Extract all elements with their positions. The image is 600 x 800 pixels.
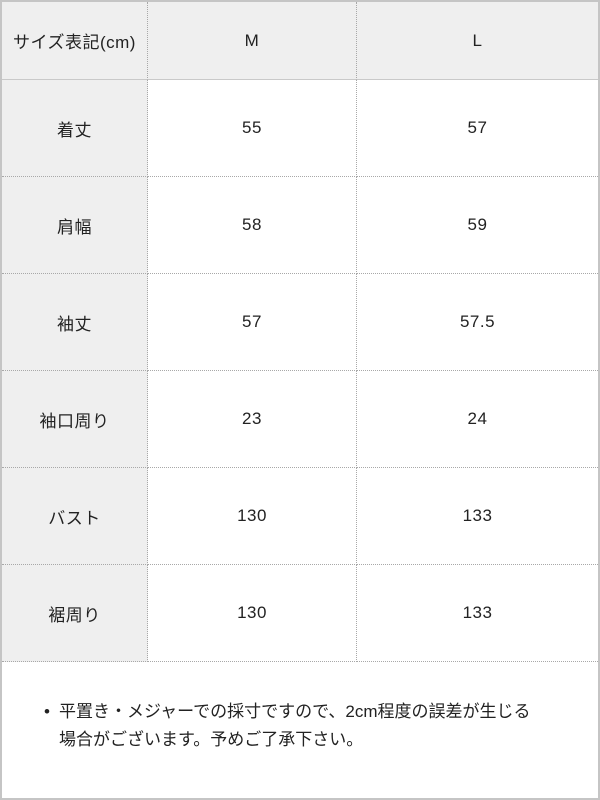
measurement-note: • 平置き・メジャーでの採寸ですので、2cm程度の誤差が生じる場合がございます。… bbox=[2, 662, 598, 798]
cell-value-m: 55 bbox=[148, 80, 357, 177]
cell-value-m: 130 bbox=[148, 565, 357, 662]
row-label: 袖口周り bbox=[2, 371, 148, 468]
row-label: 着丈 bbox=[2, 80, 148, 177]
header-col-m: M bbox=[148, 2, 357, 80]
cell-value-m: 58 bbox=[148, 177, 357, 274]
cell-value-l: 133 bbox=[357, 565, 598, 662]
row-label: 裾周り bbox=[2, 565, 148, 662]
header-size-label: サイズ表記(cm) bbox=[2, 2, 148, 80]
cell-value-m: 57 bbox=[148, 274, 357, 371]
cell-value-l: 57.5 bbox=[357, 274, 598, 371]
row-label: 肩幅 bbox=[2, 177, 148, 274]
row-label: バスト bbox=[2, 468, 148, 565]
measurement-note-text: 平置き・メジャーでの採寸ですので、2cm程度の誤差が生じる場合がございます。予め… bbox=[58, 702, 531, 749]
cell-value-m: 130 bbox=[148, 468, 357, 565]
cell-value-l: 133 bbox=[357, 468, 598, 565]
header-col-l: L bbox=[357, 2, 598, 80]
cell-value-l: 59 bbox=[357, 177, 598, 274]
row-label: 袖丈 bbox=[2, 274, 148, 371]
cell-value-m: 23 bbox=[148, 371, 357, 468]
cell-value-l: 24 bbox=[357, 371, 598, 468]
cell-value-l: 57 bbox=[357, 80, 598, 177]
bullet-icon: • bbox=[44, 702, 50, 721]
